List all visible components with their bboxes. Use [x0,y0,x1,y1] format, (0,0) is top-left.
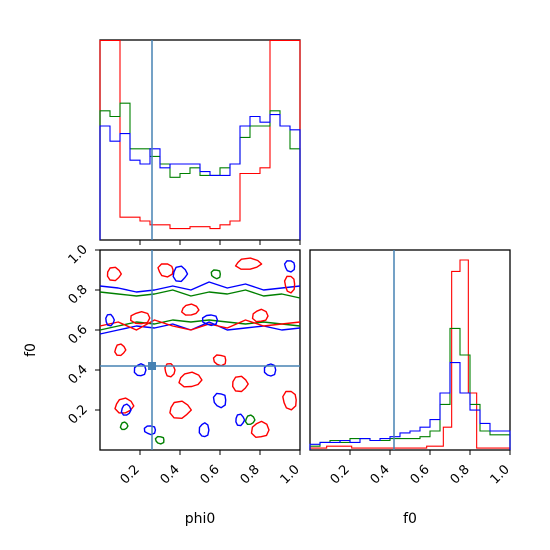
contour-loop-red-7 [114,343,127,357]
tick-label-f0-x-1: 0.4 [368,462,393,487]
phi0-f0-contours [99,257,301,445]
contour-loop-blue-26 [105,313,116,327]
truth-marker [148,362,156,370]
tick-label-f0-y-2: 0.6 [66,322,91,347]
contour-loop-red-2 [234,257,263,270]
contour-band-green-upper [99,289,301,299]
contour-loop-red-12 [169,400,193,419]
tick-label-phi0-3: 0.8 [238,462,263,487]
contour-loop-blue-16 [201,314,219,327]
contour-loop-red-4 [129,311,151,325]
tick-label-f0-x-4: 1.0 [488,462,513,487]
contour-loop-blue-19 [133,363,147,377]
contour-loop-blue-23 [235,413,246,427]
contour-loop-red-15 [212,354,227,367]
contour-loop-blue-20 [263,363,277,377]
phi0-histograms [99,39,301,240]
tick-label-phi0-2: 0.6 [198,462,223,487]
f0-histograms [309,259,511,450]
contour-loop-red-14 [164,363,176,378]
contour-band-blue-lower [99,321,301,335]
x-axis-label-f0: f0 [403,511,417,527]
x-axis-label-phi0: phi0 [185,511,216,527]
tick-label-f0-x-2: 0.6 [408,462,433,487]
contour-band-red-lower [99,319,301,331]
contour-loop-green-27 [210,269,222,280]
contour-loop-blue-21 [212,392,227,409]
f0-histogram-axes [309,249,511,451]
truth-lines [100,40,395,450]
contour-loop-red-11 [114,397,135,414]
contour-loop-green-29 [244,414,256,425]
tick-label-phi0-4: 1.0 [278,462,303,487]
tick-label-phi0-1: 0.4 [158,462,183,487]
contour-loop-red-8 [178,371,203,388]
tick-label-f0-x-3: 0.8 [448,462,473,487]
f0-histogram-blue [309,362,511,450]
contour-loop-blue-18 [283,260,296,273]
contour-loop-red-1 [157,263,174,278]
contour-loop-red-5 [180,303,200,316]
tick-label-f0-y-0: 0.2 [66,402,91,427]
contour-loop-red-3 [283,275,296,294]
contour-loop-red-9 [231,375,249,393]
contour-loop-blue-17 [172,265,189,283]
contour-loop-blue-24 [198,422,210,438]
contour-loop-blue-22 [120,403,132,416]
contour-loop-red-13 [250,420,270,438]
y-axis-label-f0: f0 [23,343,39,357]
contour-loop-red-10 [282,390,297,411]
tick-label-f0-y-3: 0.8 [66,282,91,307]
contour-band-blue-upper [99,281,301,293]
contour-loop-green-30 [119,421,129,431]
f0-histogram-red [309,259,511,450]
phi0-histogram-red [99,39,301,240]
contour-loop-blue-25 [143,425,157,436]
contour-loop-green-28 [154,435,165,445]
tick-label-phi0-0: 0.2 [118,462,143,487]
tick-label-f0-y-1: 0.4 [66,362,91,387]
phi0-f0-2d-axes [99,249,301,451]
tick-label-f0-y-4: 1.0 [66,242,91,267]
contour-loop-red-6 [251,308,269,323]
tick-label-f0-x-0: 0.2 [328,462,353,487]
phi0-histogram-blue [99,114,301,240]
contour-loop-red-0 [106,266,123,282]
